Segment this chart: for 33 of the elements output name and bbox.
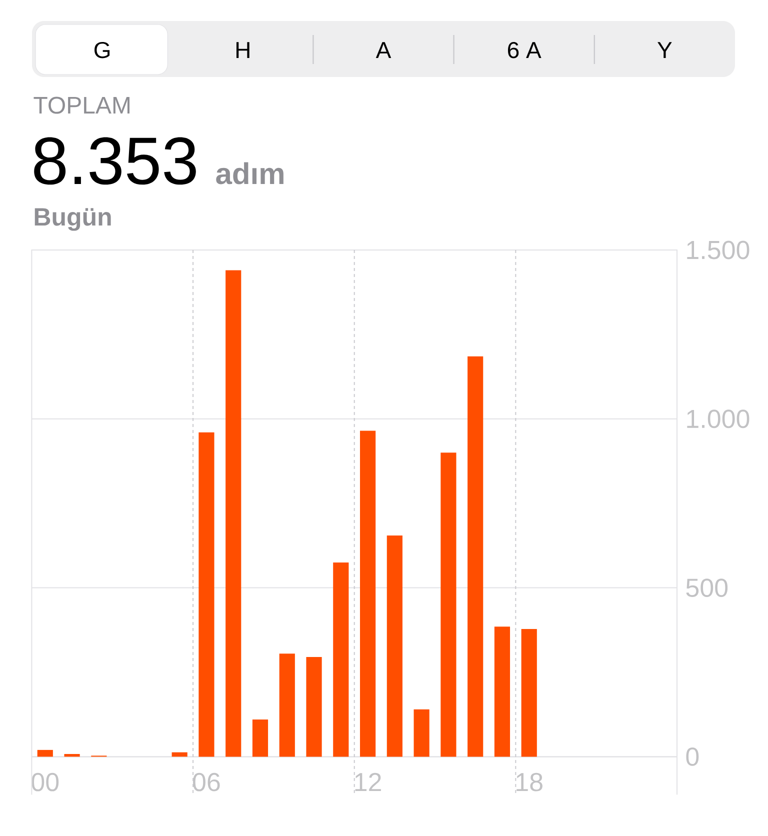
text: G: [94, 42, 110, 58]
text: A: [376, 42, 392, 58]
bar: [494, 626, 510, 757]
y-tick-label: 1.000: [687, 410, 750, 428]
x-tick-label: 06: [193, 772, 220, 792]
bar: [360, 430, 376, 757]
text: adım: [216, 162, 284, 184]
chart-title: TOPLAM: [34, 96, 130, 114]
bar: [64, 754, 80, 757]
bar: [521, 629, 537, 757]
bar: [440, 452, 456, 757]
bar: [414, 709, 430, 757]
text: 8.353: [34, 137, 196, 185]
bar: [333, 562, 349, 757]
bar: [198, 432, 214, 757]
bar: [172, 752, 188, 757]
y-tick-label: 500: [686, 578, 728, 597]
x-tick-label: 12: [355, 772, 381, 792]
text: 6 A: [508, 42, 542, 58]
bar: [306, 657, 322, 757]
bar: [468, 356, 484, 757]
x-tick-label: 00: [32, 772, 59, 792]
bar: [37, 750, 53, 757]
text: Y: [658, 42, 672, 58]
x-tick-label: 18: [516, 772, 542, 792]
bar: [252, 720, 268, 757]
y-tick-label: 0: [686, 747, 699, 766]
bar: [386, 535, 402, 757]
text: H: [236, 42, 250, 58]
y-tick-label: 1.500: [687, 240, 750, 260]
bar: [279, 654, 295, 757]
chart-subtitle: Bugün: [34, 208, 111, 231]
bar: [226, 270, 242, 757]
